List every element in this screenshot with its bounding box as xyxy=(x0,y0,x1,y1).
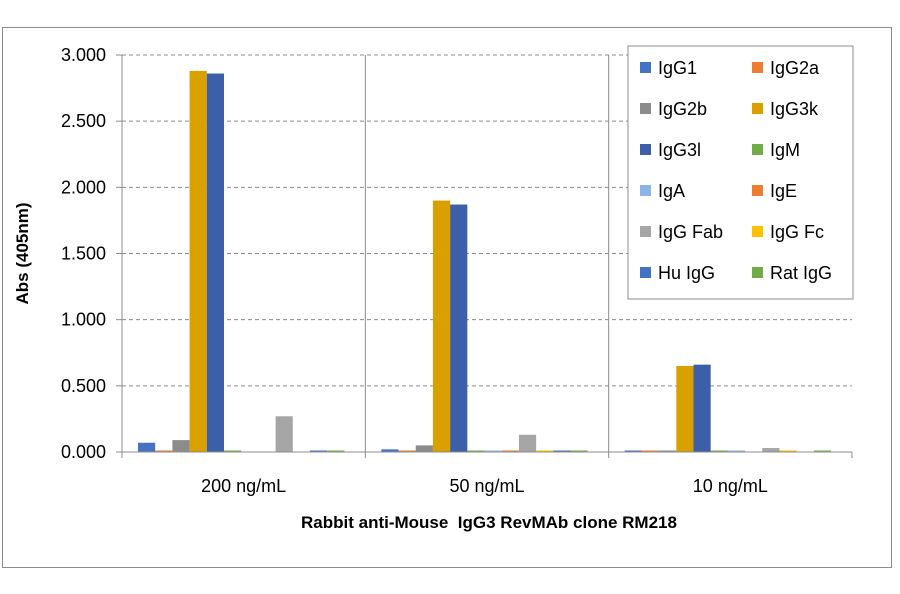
x-tick-label: 10 ng/mL xyxy=(693,476,768,496)
bar-igg1 xyxy=(624,450,642,452)
bar-hu-igg xyxy=(553,450,571,452)
bar-igg3l xyxy=(693,364,711,452)
legend-label: IgG1 xyxy=(658,58,697,78)
bar-igg-fab xyxy=(275,416,293,452)
legend-swatch xyxy=(640,103,651,114)
legend-swatch xyxy=(640,62,651,73)
y-tick-label: 3.000 xyxy=(61,45,106,65)
legend-label: IgM xyxy=(770,140,800,160)
legend-swatch xyxy=(640,267,651,278)
bar-igg1 xyxy=(138,442,156,452)
bar-igg3l xyxy=(450,204,468,452)
y-tick-label: 2.000 xyxy=(61,177,106,197)
bar-igg-fab xyxy=(518,434,537,452)
bar-ige xyxy=(501,450,519,452)
bar-igm xyxy=(224,450,242,452)
bar-hu-igg xyxy=(310,450,328,452)
legend-label: IgA xyxy=(658,181,685,201)
bar-igg2b xyxy=(659,450,677,452)
legend-label: Rat IgG xyxy=(770,263,832,283)
legend-swatch xyxy=(640,144,651,155)
y-axis-label: Abs (405nm) xyxy=(13,202,32,304)
legend-swatch xyxy=(752,103,763,114)
y-tick-label: 1.500 xyxy=(61,244,106,264)
legend-label: IgG3l xyxy=(658,140,701,160)
bar-igg3k xyxy=(189,70,207,452)
axis-layer: 0.000 0.500 1.000 1.500 2.000 2.500 3.000 200 n… xyxy=(61,45,853,496)
bar-igg2b xyxy=(172,440,190,452)
bar-rat-igg xyxy=(570,450,588,452)
bar-rat-igg xyxy=(813,450,832,452)
legend-label: Hu IgG xyxy=(658,263,715,283)
bar-igg-fab xyxy=(762,448,780,452)
legend-label: IgG2b xyxy=(658,99,707,119)
bar-igg3k xyxy=(432,200,451,452)
legend-box xyxy=(627,45,854,300)
x-tick-label: 200 ng/mL xyxy=(201,476,286,496)
y-tick-label: 2.500 xyxy=(61,111,106,131)
legend-label: IgG3k xyxy=(770,99,819,119)
bar-igm xyxy=(710,450,728,452)
bar-rat-igg xyxy=(327,450,345,452)
bar-igg2a xyxy=(641,450,660,452)
bar-iga xyxy=(484,450,502,452)
bar-igg2a xyxy=(155,450,173,452)
legend-swatch xyxy=(640,185,651,196)
legend-swatch xyxy=(640,226,651,237)
legend-swatch xyxy=(752,144,763,155)
grid-layer xyxy=(122,54,852,452)
legend: IgG1 IgG2a IgG2b IgG3k IgG3l IgM IgA IgE IgG Fab… xyxy=(627,45,854,300)
legend-label: IgG Fc xyxy=(770,222,824,242)
legend-swatch xyxy=(752,185,763,196)
bar-igm xyxy=(467,450,485,452)
bar-igg3l xyxy=(206,73,224,452)
legend-swatch xyxy=(752,267,763,278)
y-tick-label: 1.000 xyxy=(61,310,106,330)
bars-layer xyxy=(138,70,832,452)
legend-label: IgG Fab xyxy=(658,222,723,242)
legend-label: IgE xyxy=(770,181,797,201)
legend-swatch xyxy=(752,62,763,73)
legend-swatch xyxy=(752,226,763,237)
legend-label: IgG2a xyxy=(770,58,820,78)
x-axis-label: Rabbit anti-Mouse IgG3 RevMAb clone RM21… xyxy=(301,513,677,532)
y-tick-label: 0.500 xyxy=(61,376,106,396)
bar-igg3k xyxy=(676,365,694,452)
bar-igg2a xyxy=(398,450,416,452)
bar-igg2b xyxy=(415,445,433,452)
bar-iga xyxy=(727,450,746,452)
x-tick-label: 50 ng/mL xyxy=(449,476,524,496)
y-tick-label: 0.000 xyxy=(61,442,106,462)
bar-igg-fc xyxy=(779,450,797,452)
bar-igg-fc xyxy=(536,450,554,452)
bar-igg1 xyxy=(381,449,399,452)
